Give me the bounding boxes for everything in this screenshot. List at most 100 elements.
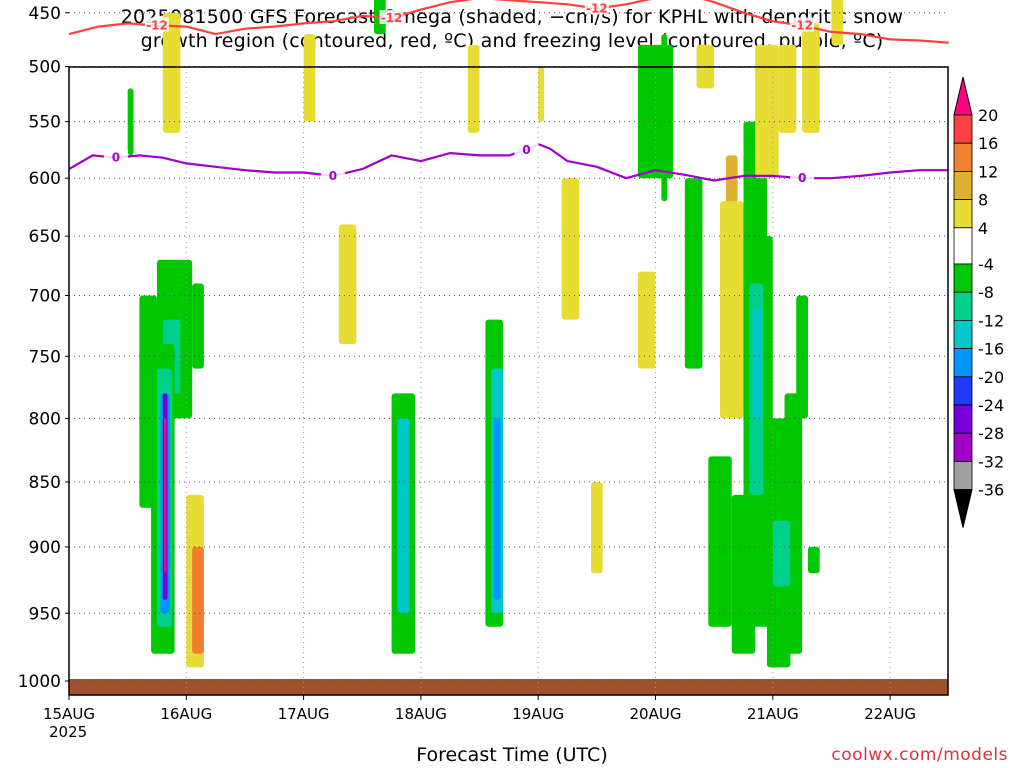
colorbar-label: -8 xyxy=(978,283,994,302)
y-tick-label: 450 xyxy=(29,4,61,24)
colorbar-label: -32 xyxy=(978,452,1004,471)
y-tick-label: 600 xyxy=(29,169,61,189)
colorbar-label: 12 xyxy=(978,162,998,181)
contour-label: 0 xyxy=(798,171,806,185)
colorbar-swatch xyxy=(953,404,973,434)
x-tick-label: 19AUG xyxy=(512,705,564,723)
ground-surface xyxy=(69,679,948,695)
contour-label: 0 xyxy=(112,151,120,165)
contour-label-bg xyxy=(584,0,609,15)
contour-label-bg xyxy=(144,17,169,32)
colorbar-arrow-top xyxy=(953,76,973,116)
colorbar-swatch xyxy=(953,348,973,378)
colorbar-label: 8 xyxy=(978,191,988,210)
omega-shade-cell xyxy=(538,66,545,122)
contour-label-bg xyxy=(790,17,815,32)
source-credit: coolwx.com/models xyxy=(831,745,1008,765)
colorbar-label: -28 xyxy=(978,424,1004,443)
contour-label: 0 xyxy=(522,143,530,157)
omega-shade-cell xyxy=(127,88,134,156)
colorbar-swatch xyxy=(953,319,973,349)
colorbar-label: 20 xyxy=(978,106,998,125)
omega-shade-cell xyxy=(807,546,820,574)
contour-0: 0 0 0 0 xyxy=(68,141,949,185)
colorbar-swatch xyxy=(953,432,973,462)
x-axis-title: Forecast Time (UTC) xyxy=(416,744,608,766)
contour-label: -12 xyxy=(381,11,403,25)
x-year-label: 2025 xyxy=(49,723,87,741)
colorbar-swatch xyxy=(953,199,973,229)
colorbar-label: -20 xyxy=(978,368,1004,387)
colorbar-label: -16 xyxy=(978,340,1004,359)
omega-shade-cell xyxy=(493,418,501,600)
contour-label-bg xyxy=(790,170,815,185)
omega-shade-cell xyxy=(802,23,820,133)
colorbar-arrow-bottom xyxy=(953,489,973,528)
omega-shade-cell xyxy=(684,178,703,369)
omega-shade-cell xyxy=(192,283,204,369)
omega-shade-cell xyxy=(778,44,797,133)
omega-shade-cell xyxy=(192,546,204,654)
x-tick-label: 22AUG xyxy=(864,705,916,723)
colorbar-label: -36 xyxy=(978,481,1004,500)
contour-label-bg xyxy=(514,141,539,156)
x-tick-label: 17AUG xyxy=(278,705,330,723)
y-tick-label: 800 xyxy=(29,409,61,429)
contour-minus12: -12 -12 -12 -12 xyxy=(68,0,949,44)
omega-shade-cell xyxy=(164,418,167,574)
y-tick-label: 750 xyxy=(29,347,61,367)
omega-shade-cell xyxy=(708,456,732,627)
omega-shade-cell xyxy=(303,34,316,122)
y-tick-label: 1000 xyxy=(18,672,61,692)
colorbar-label: -12 xyxy=(978,311,1004,330)
x-tick-label: 18AUG xyxy=(395,705,447,723)
y-axis: 2503003504004505005506006507007508008509… xyxy=(18,4,69,692)
x-tick-label: 15AUG xyxy=(43,705,95,723)
colorbar-label: 4 xyxy=(978,219,988,238)
omega-shade-cell xyxy=(637,271,656,369)
y-tick-label: 650 xyxy=(29,227,61,247)
y-tick-label: 700 xyxy=(29,287,61,307)
x-tick-label: 20AUG xyxy=(630,705,682,723)
omega-shade-cell xyxy=(752,307,762,419)
omega-shade-cell xyxy=(338,224,357,344)
omega-shade-cell xyxy=(397,418,410,614)
omega-shade-cell xyxy=(561,178,580,320)
x-axis: 15AUG 16AUG 17AUG 18AUG 19AUG 20AUG 21AUG 22AUG… xyxy=(43,695,916,741)
contour-label-bg xyxy=(103,149,128,164)
omega-shade-cell xyxy=(720,201,744,419)
y-tick-label: 900 xyxy=(29,538,61,558)
x-tick-label: 16AUG xyxy=(160,705,212,723)
colorbar-swatch xyxy=(953,291,973,321)
colorbar-swatch xyxy=(953,460,973,490)
colorbar-label: -4 xyxy=(978,255,994,274)
omega-shade-cell xyxy=(637,44,674,179)
contour-label: -12 xyxy=(146,19,168,33)
colorbar-swatch xyxy=(953,263,973,293)
colorbar-swatch xyxy=(953,142,973,172)
colorbar-label: -24 xyxy=(978,396,1004,415)
omega-shade-cell xyxy=(661,34,668,202)
colorbar-legend: 20 16 12 8 4 -4 -8 -12 -16 -20 -24 -28 -32 -36 xyxy=(953,76,1004,528)
colorbar-swatch xyxy=(953,114,973,144)
contour-label: -12 xyxy=(586,2,608,16)
plot-frame xyxy=(68,66,949,696)
colorbar-swatch xyxy=(953,170,973,200)
omega-shade-cell xyxy=(467,44,480,133)
omega-shade-cell xyxy=(755,44,779,179)
omega-shading xyxy=(127,0,844,668)
contour-label: 0 xyxy=(329,169,337,183)
omega-shade-cell xyxy=(162,12,181,133)
colorbar-swatch xyxy=(953,227,973,265)
contour-label-bg xyxy=(379,10,404,25)
contour-label-bg xyxy=(320,167,345,182)
colorbar-swatch xyxy=(953,376,973,406)
y-tick-label: 850 xyxy=(29,473,61,493)
omega-shade-cell xyxy=(796,295,808,419)
x-tick-label: 21AUG xyxy=(747,705,799,723)
colorbar-label: 16 xyxy=(978,134,998,153)
contour-label: -12 xyxy=(791,19,813,33)
y-tick-label: 950 xyxy=(29,604,61,624)
